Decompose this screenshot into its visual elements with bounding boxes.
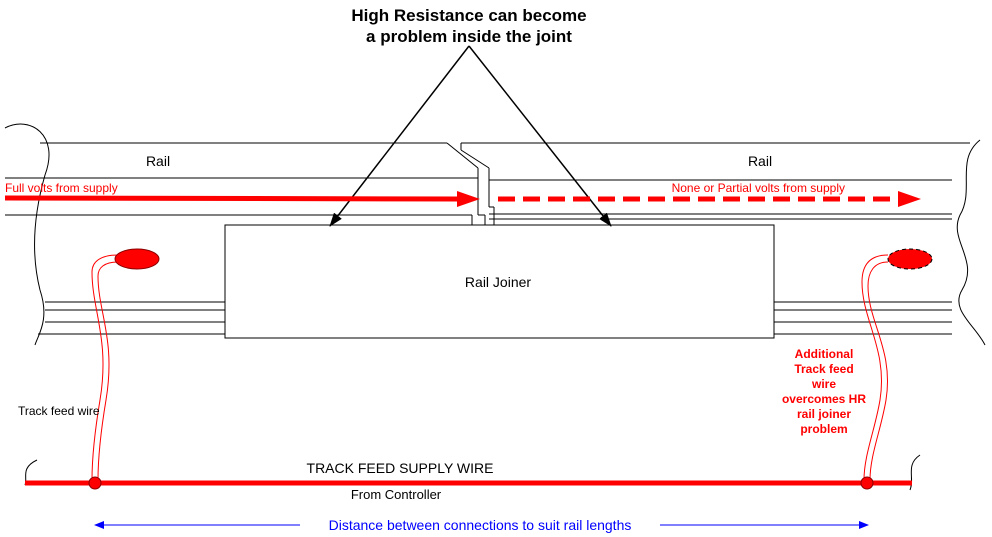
right-rail-break-edge <box>956 139 986 346</box>
controller-label: From Controller <box>351 487 442 502</box>
additional-feed-annotation: Additional Track feed wire overcomes HR … <box>782 347 866 436</box>
distance-label: Distance between connections to suit rai… <box>329 517 632 533</box>
left-supply-junction <box>88 476 102 490</box>
annotation-line: problem <box>800 422 847 436</box>
left-rail-connection-point <box>114 248 160 270</box>
right-supply-junction <box>860 476 874 490</box>
right-rail-connection-point <box>887 248 933 270</box>
supply-wire-break-right <box>909 454 921 491</box>
callout-arrow-left <box>329 45 470 227</box>
annotation-line: Additional <box>795 347 854 361</box>
track-feed-wire-label: Track feed wire <box>18 404 100 418</box>
right-track-feed-wire <box>861 254 889 481</box>
partial-volts-arrowhead <box>898 191 921 207</box>
right-rail-label: Rail <box>748 153 772 169</box>
right-rail <box>460 139 986 346</box>
left-rail-label: Rail <box>146 153 170 169</box>
left-rail <box>4 123 486 346</box>
annotation-line: Track feed <box>794 362 853 376</box>
annotation-line: rail joiner <box>797 407 851 421</box>
full-volts-arrowhead <box>457 191 480 207</box>
partial-volts-label: None or Partial volts from supply <box>672 181 845 195</box>
title-line-1: High Resistance can become <box>351 6 586 25</box>
title-line-2: a problem inside the joint <box>366 27 572 46</box>
full-volts-arrow-line <box>4 195 461 202</box>
annotation-line: wire <box>811 377 836 391</box>
supply-wire-label: TRACK FEED SUPPLY WIRE <box>307 460 494 476</box>
callout-arrow-right <box>468 45 612 227</box>
annotation-line: overcomes HR <box>782 392 866 406</box>
rail-joiner-label: Rail Joiner <box>465 274 531 290</box>
left-track-feed-wire <box>91 254 119 481</box>
rail-joiner-box <box>224 224 775 339</box>
left-rail-break-edge <box>4 123 50 346</box>
distance-label-background <box>300 514 660 536</box>
full-volts-label: Full volts from supply <box>5 181 118 195</box>
